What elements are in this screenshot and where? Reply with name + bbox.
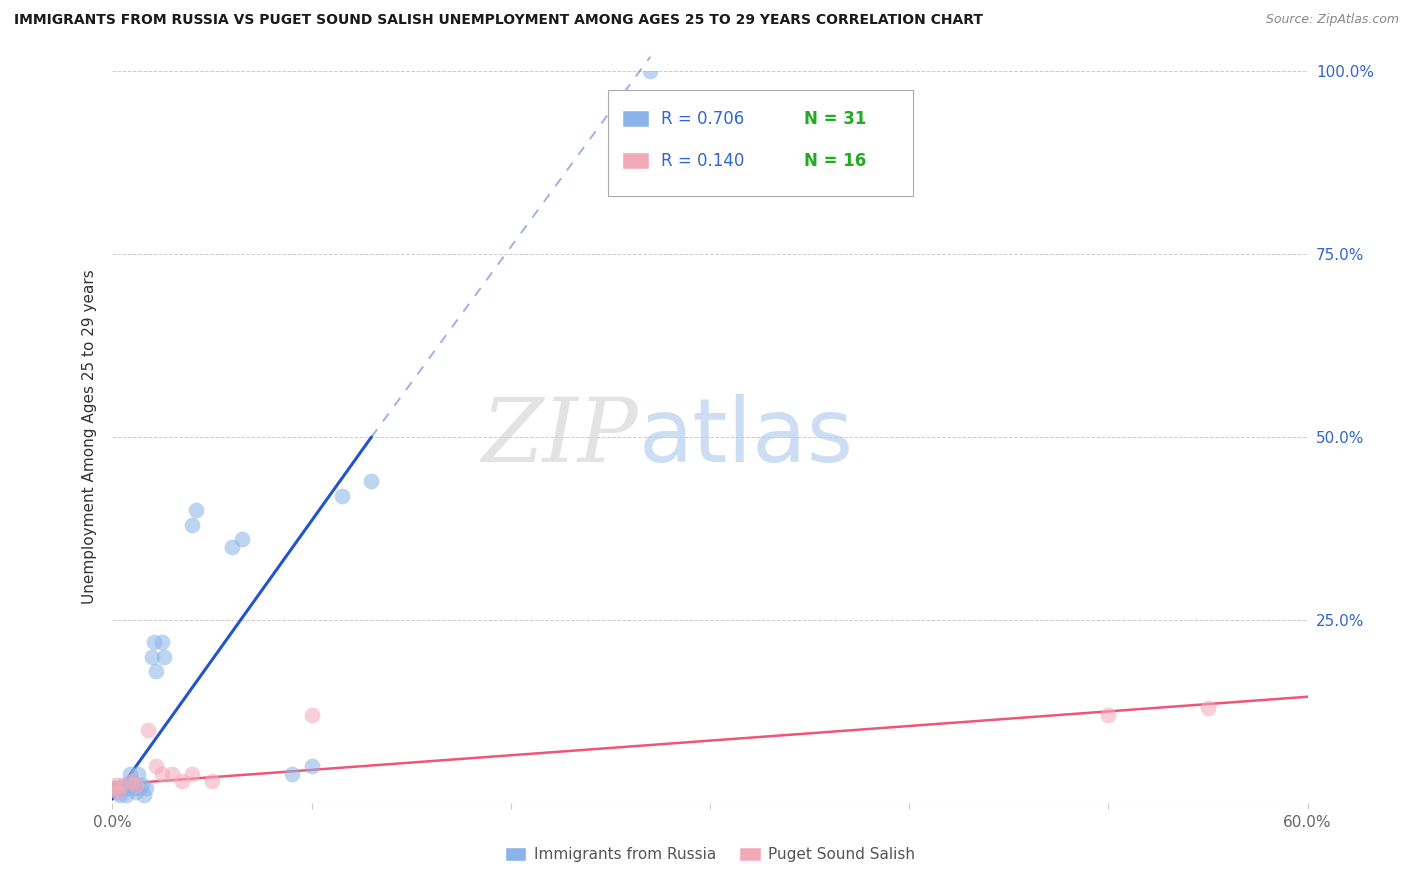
Point	[125, 785, 148, 799]
Point	[181, 517, 204, 532]
Text: ZIP: ZIP	[482, 393, 638, 481]
Point	[103, 781, 125, 796]
Point	[127, 766, 149, 780]
Point	[181, 766, 204, 780]
Point	[1197, 700, 1219, 714]
Point	[150, 766, 173, 780]
Point	[162, 766, 183, 780]
Point	[141, 649, 163, 664]
Point	[360, 474, 382, 488]
Point	[114, 778, 135, 792]
Point	[121, 773, 143, 788]
Point	[120, 766, 142, 780]
Point	[153, 649, 176, 664]
Text: atlas: atlas	[638, 393, 853, 481]
Point	[301, 759, 323, 773]
Text: N = 16: N = 16	[804, 153, 866, 170]
Point	[129, 781, 152, 796]
Point	[330, 489, 353, 503]
Point	[138, 723, 160, 737]
Text: R = 0.706: R = 0.706	[661, 110, 744, 128]
Point	[105, 781, 128, 796]
Point	[221, 540, 243, 554]
Point	[135, 781, 157, 796]
Point	[125, 778, 148, 792]
Point	[640, 64, 662, 78]
Point	[145, 759, 167, 773]
Point	[111, 778, 134, 792]
Point	[107, 785, 129, 799]
Point	[231, 533, 253, 547]
Point	[281, 766, 304, 780]
FancyBboxPatch shape	[609, 90, 914, 195]
Text: N = 31: N = 31	[804, 110, 868, 128]
Bar	[623, 153, 650, 169]
Point	[115, 789, 138, 803]
Point	[172, 773, 194, 788]
Point	[111, 781, 134, 796]
Point	[105, 778, 128, 792]
Point	[145, 664, 167, 678]
Point	[143, 635, 166, 649]
Point	[117, 781, 139, 796]
Legend: Immigrants from Russia, Puget Sound Salish: Immigrants from Russia, Puget Sound Sali…	[499, 841, 921, 868]
Point	[186, 503, 208, 517]
Point	[110, 789, 132, 803]
Point	[124, 781, 146, 796]
Point	[107, 785, 129, 799]
Point	[150, 635, 173, 649]
Point	[201, 773, 224, 788]
Text: R = 0.140: R = 0.140	[661, 153, 744, 170]
Point	[131, 778, 153, 792]
Bar	[623, 111, 650, 127]
Point	[121, 773, 143, 788]
Text: IMMIGRANTS FROM RUSSIA VS PUGET SOUND SALISH UNEMPLOYMENT AMONG AGES 25 TO 29 YE: IMMIGRANTS FROM RUSSIA VS PUGET SOUND SA…	[14, 13, 983, 28]
Y-axis label: Unemployment Among Ages 25 to 29 years: Unemployment Among Ages 25 to 29 years	[82, 269, 97, 605]
Point	[301, 708, 323, 723]
Point	[134, 789, 156, 803]
Point	[103, 781, 125, 796]
Text: Source: ZipAtlas.com: Source: ZipAtlas.com	[1265, 13, 1399, 27]
Point	[1097, 708, 1119, 723]
